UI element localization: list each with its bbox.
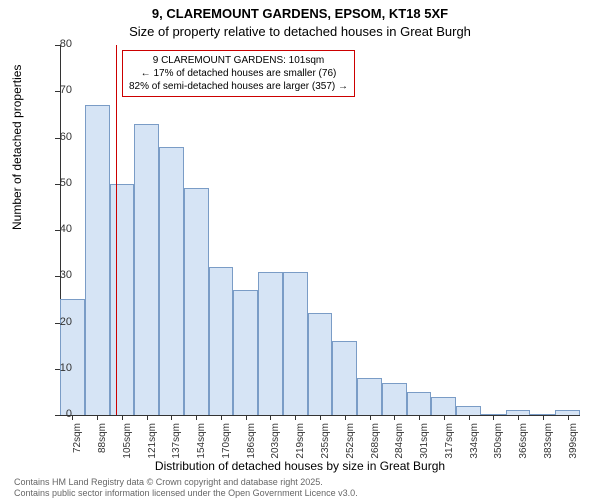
x-tick-label: 105sqm xyxy=(122,423,133,463)
x-tick-label: 284sqm xyxy=(394,423,405,463)
x-tick-label: 334sqm xyxy=(469,423,480,463)
x-tick xyxy=(370,415,371,420)
annotation-line-1: 9 CLAREMOUNT GARDENS: 101sqm xyxy=(129,54,348,67)
x-tick xyxy=(270,415,271,420)
y-tick-label: 70 xyxy=(42,84,72,96)
y-tick-label: 0 xyxy=(42,408,72,420)
y-tick-label: 10 xyxy=(42,362,72,374)
x-tick-label: 301sqm xyxy=(419,423,430,463)
histogram-bar xyxy=(332,341,357,415)
histogram-bar xyxy=(184,188,209,415)
x-tick-label: 203sqm xyxy=(270,423,281,463)
y-tick-label: 60 xyxy=(42,131,72,143)
x-tick xyxy=(493,415,494,420)
histogram-bar xyxy=(258,272,283,415)
y-axis-title: Number of detached properties xyxy=(10,65,24,230)
histogram-bar xyxy=(382,383,407,415)
x-tick xyxy=(469,415,470,420)
x-tick-label: 72sqm xyxy=(72,423,83,463)
x-tick-label: 121sqm xyxy=(147,423,158,463)
x-tick-label: 219sqm xyxy=(295,423,306,463)
x-tick-label: 186sqm xyxy=(246,423,257,463)
y-tick-label: 80 xyxy=(42,38,72,50)
x-tick-label: 137sqm xyxy=(171,423,182,463)
x-tick xyxy=(419,415,420,420)
x-tick xyxy=(295,415,296,420)
annotation-box: 9 CLAREMOUNT GARDENS: 101sqm← 17% of det… xyxy=(122,50,355,97)
footnote-line-1: Contains HM Land Registry data © Crown c… xyxy=(14,477,323,487)
x-tick-label: 235sqm xyxy=(320,423,331,463)
x-tick xyxy=(568,415,569,420)
x-tick-label: 350sqm xyxy=(493,423,504,463)
x-tick xyxy=(147,415,148,420)
plot-area: 9 CLAREMOUNT GARDENS: 101sqm← 17% of det… xyxy=(60,45,580,415)
histogram-bar xyxy=(407,392,432,415)
y-tick-label: 40 xyxy=(42,223,72,235)
chart-container: 9, CLAREMOUNT GARDENS, EPSOM, KT18 5XF S… xyxy=(0,0,600,500)
x-tick-label: 317sqm xyxy=(444,423,455,463)
histogram-bar xyxy=(357,378,382,415)
histogram-bar xyxy=(85,105,110,415)
x-tick-label: 383sqm xyxy=(543,423,554,463)
y-tick-label: 30 xyxy=(42,269,72,281)
histogram-bar xyxy=(110,184,135,415)
x-tick xyxy=(196,415,197,420)
y-tick-label: 20 xyxy=(42,316,72,328)
x-tick-label: 366sqm xyxy=(518,423,529,463)
x-tick-label: 268sqm xyxy=(370,423,381,463)
x-tick xyxy=(518,415,519,420)
histogram-bar xyxy=(209,267,234,415)
annotation-line-3: 82% of semi-detached houses are larger (… xyxy=(129,80,348,93)
highlight-line xyxy=(116,45,117,415)
y-tick-label: 50 xyxy=(42,177,72,189)
histogram-bar xyxy=(159,147,184,415)
histogram-bar xyxy=(308,313,333,415)
x-tick xyxy=(122,415,123,420)
x-tick xyxy=(320,415,321,420)
x-tick-label: 252sqm xyxy=(345,423,356,463)
histogram-bar xyxy=(233,290,258,415)
x-tick xyxy=(444,415,445,420)
histogram-bar xyxy=(134,124,159,415)
x-tick xyxy=(543,415,544,420)
x-tick xyxy=(72,415,73,420)
chart-title-main: 9, CLAREMOUNT GARDENS, EPSOM, KT18 5XF xyxy=(0,6,600,21)
x-tick xyxy=(394,415,395,420)
chart-title-sub: Size of property relative to detached ho… xyxy=(0,24,600,39)
x-tick-label: 88sqm xyxy=(97,423,108,463)
x-tick xyxy=(221,415,222,420)
x-tick xyxy=(97,415,98,420)
histogram-bar xyxy=(283,272,308,415)
x-tick-label: 154sqm xyxy=(196,423,207,463)
annotation-line-2: ← 17% of detached houses are smaller (76… xyxy=(129,67,348,80)
x-tick xyxy=(246,415,247,420)
x-tick-label: 170sqm xyxy=(221,423,232,463)
x-tick-label: 399sqm xyxy=(568,423,579,463)
x-tick xyxy=(345,415,346,420)
footnote-line-2: Contains public sector information licen… xyxy=(14,488,358,498)
histogram-bar xyxy=(456,406,481,415)
x-tick xyxy=(171,415,172,420)
histogram-bar xyxy=(431,397,456,416)
